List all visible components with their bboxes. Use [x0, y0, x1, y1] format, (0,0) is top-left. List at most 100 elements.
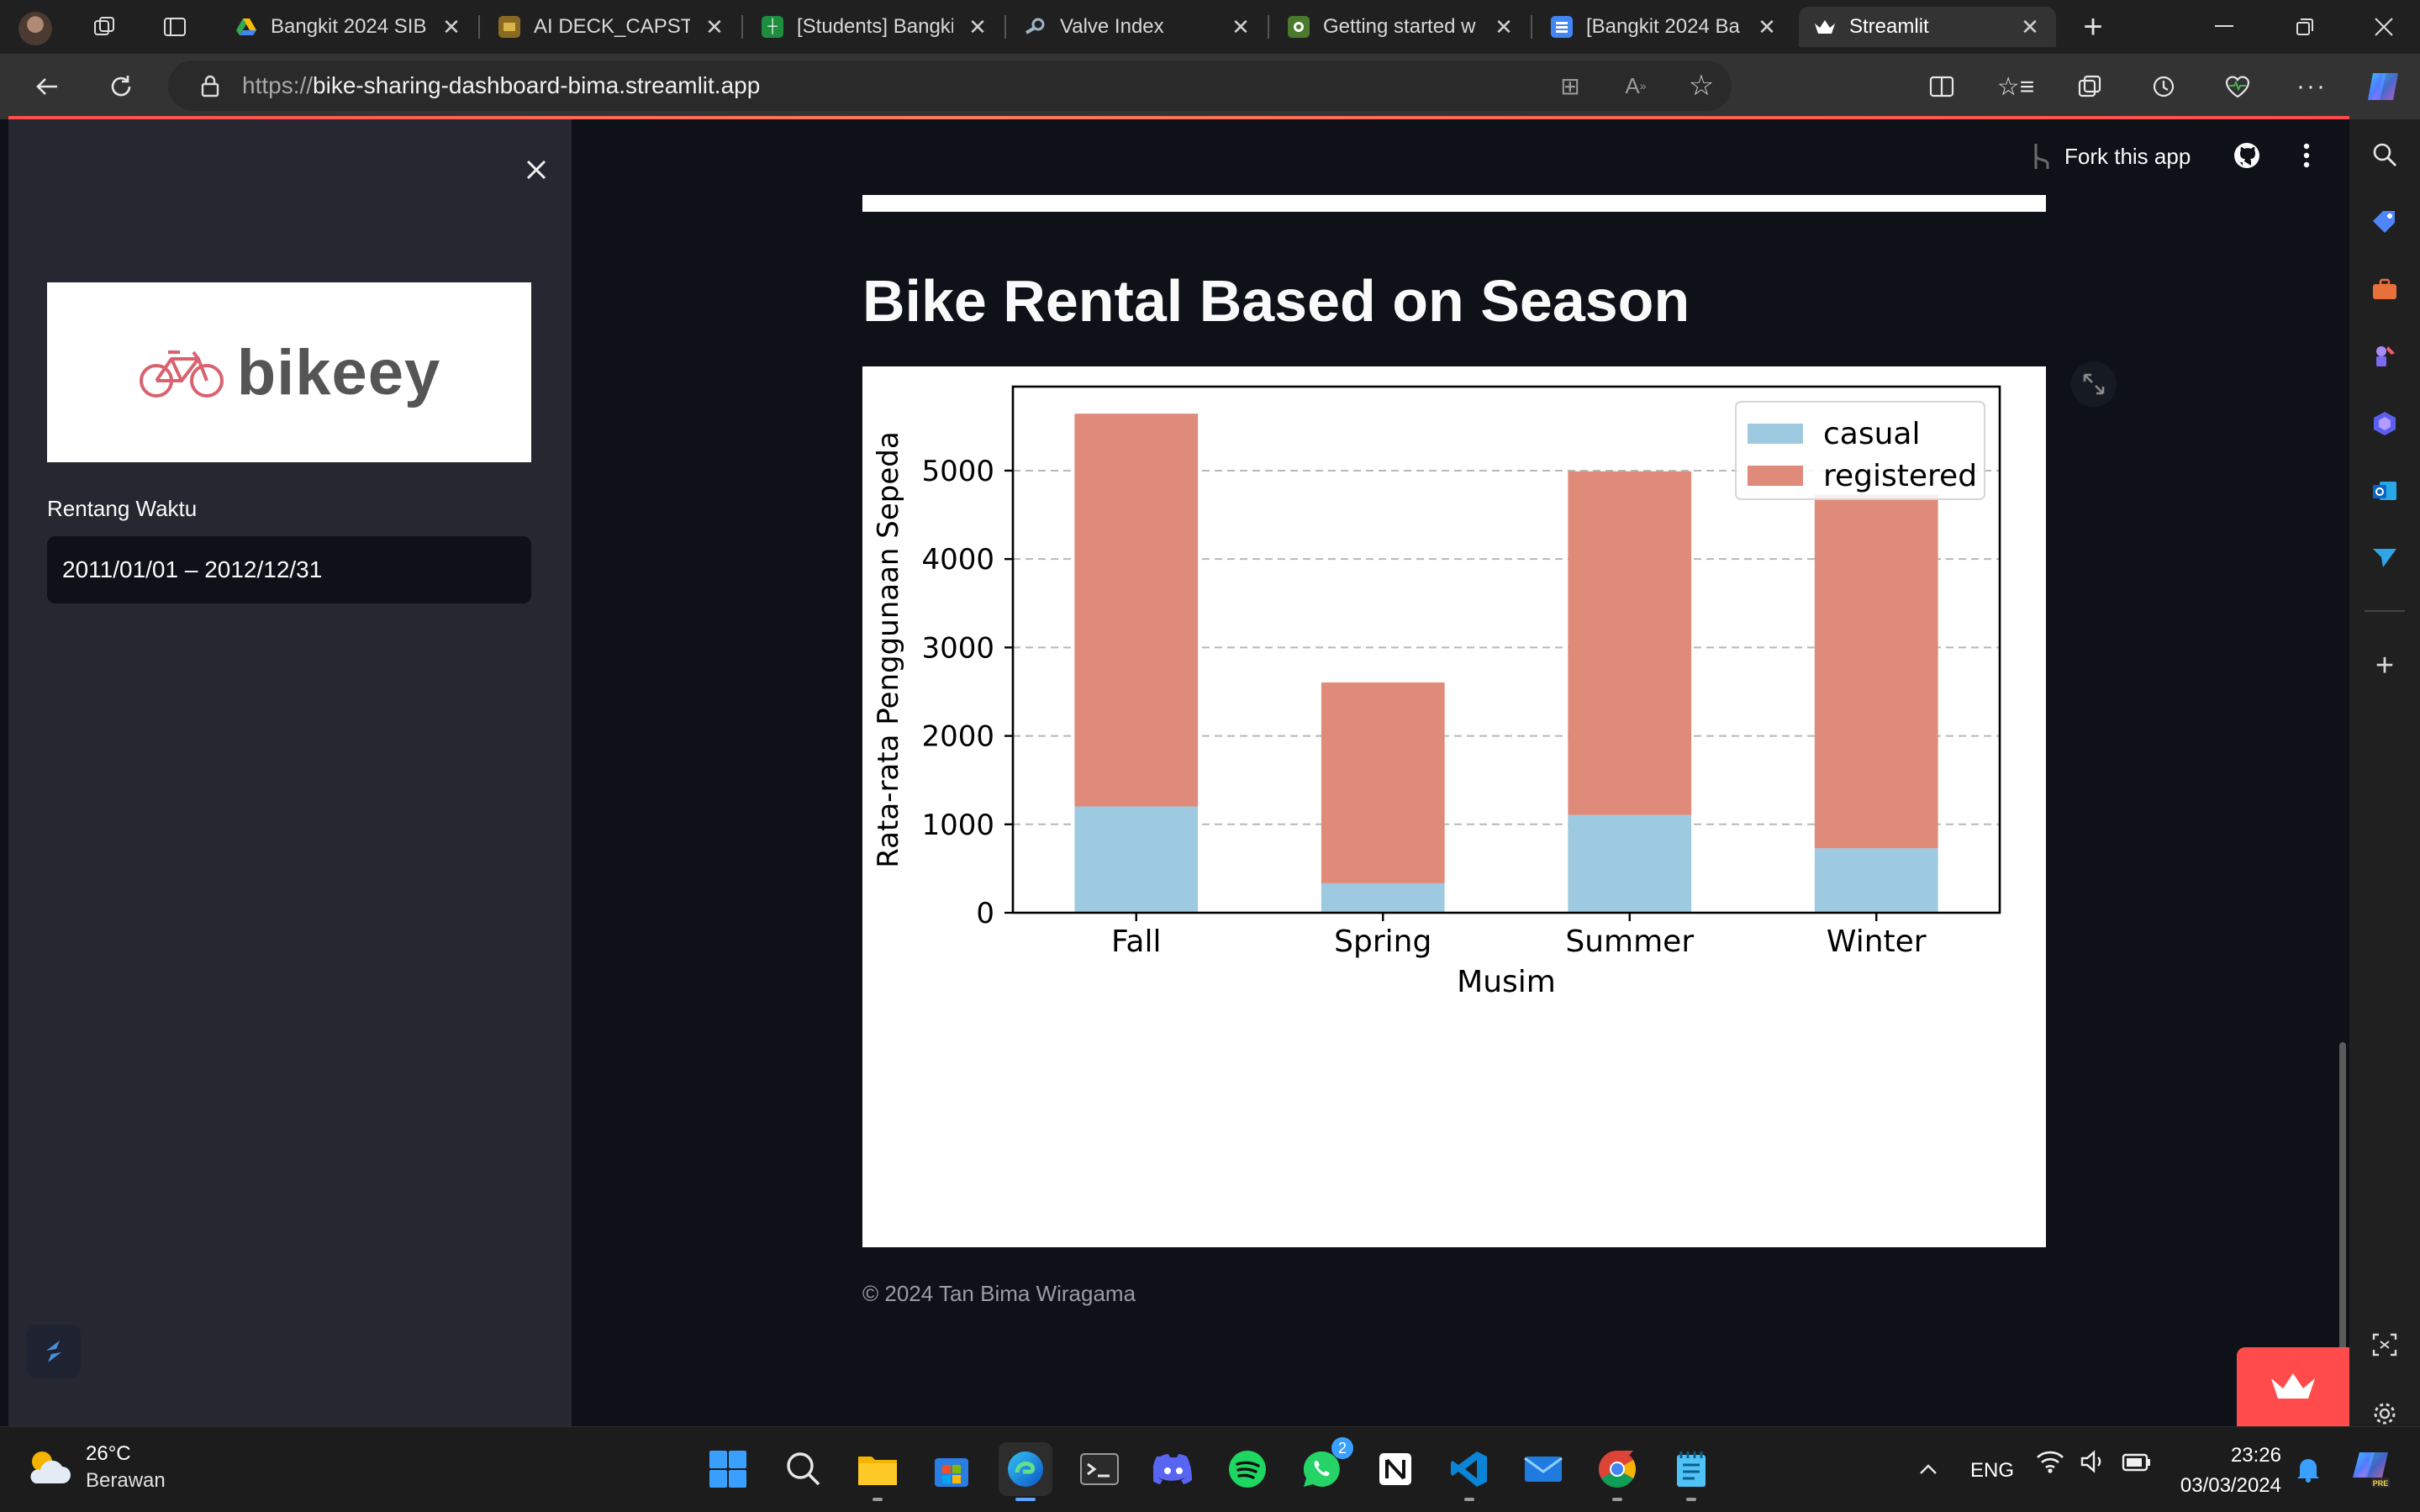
minimize-button[interactable]	[2185, 0, 2263, 54]
close-tab-icon[interactable]: ✕	[2021, 13, 2039, 40]
split-screen-icon[interactable]	[1918, 63, 1965, 110]
address-bar[interactable]: https://bike-sharing-dashboard-bima.stre…	[168, 61, 1732, 111]
streamlit-docs-icon	[1288, 16, 1310, 38]
send-icon[interactable]	[2349, 535, 2420, 582]
copilot-icon[interactable]	[2358, 62, 2408, 111]
whatsapp-icon[interactable]: 2	[1294, 1437, 1353, 1496]
browser-tab[interactable]: Valve Index ✕	[1010, 7, 1267, 47]
browser-tab[interactable]: Bangkit 2024 SIB ✕	[220, 7, 477, 47]
show-hidden-icons[interactable]	[1911, 1451, 1945, 1488]
copilot-preview-icon[interactable]: PRE	[2345, 1446, 2396, 1493]
search-icon[interactable]	[2349, 131, 2420, 178]
system-tray-status[interactable]	[2036, 1449, 2152, 1474]
close-tab-icon[interactable]: ✕	[1495, 13, 1513, 40]
new-tab-button[interactable]: +	[2083, 8, 2103, 45]
read-aloud-icon[interactable]: A»	[1625, 72, 1647, 98]
fork-app-button[interactable]: Fork this app	[2031, 136, 2191, 176]
volume-icon	[2080, 1450, 2101, 1473]
microsoft-store-icon[interactable]	[925, 1442, 978, 1496]
browser-essentials-icon[interactable]	[2214, 63, 2261, 110]
streamlit-badge[interactable]	[2237, 1347, 2349, 1426]
mail-icon[interactable]	[1516, 1442, 1570, 1496]
keyboard-language[interactable]: ENG	[1970, 1459, 2015, 1482]
clock[interactable]: 23:26 03/03/2024	[2169, 1444, 2281, 1498]
screenshot-icon[interactable]	[2349, 1321, 2420, 1368]
start-windows-icon[interactable]	[701, 1442, 755, 1496]
microsoft-365-icon[interactable]	[2349, 400, 2420, 447]
browser-tab[interactable]: [Bangkit 2024 Ba ✕	[1536, 7, 1793, 47]
tab-title: Getting started w	[1323, 15, 1476, 38]
steam-icon	[1025, 16, 1047, 38]
settings-gear-icon[interactable]	[2349, 1390, 2420, 1437]
tab-title: AI DECK_CAPSTONE	[534, 15, 690, 38]
chrome-icon[interactable]	[1590, 1442, 1644, 1501]
scrollbar-thumb[interactable]	[2339, 1042, 2346, 1425]
terminal-icon[interactable]	[1073, 1442, 1126, 1496]
close-tab-icon[interactable]: ✕	[1758, 13, 1776, 40]
axes-frame	[1011, 385, 2001, 914]
collections-icon[interactable]	[2066, 63, 2113, 110]
y-tick-label: 5000	[921, 455, 994, 488]
tab-divider	[478, 15, 480, 39]
docs-icon	[1551, 16, 1573, 38]
close-tab-icon[interactable]: ✕	[968, 13, 987, 40]
refresh-button[interactable]	[98, 63, 145, 110]
edge-browser-icon[interactable]	[999, 1442, 1052, 1501]
notion-icon[interactable]	[1368, 1442, 1422, 1496]
shopping-tag-icon[interactable]	[2349, 198, 2420, 245]
main-menu-icon[interactable]	[2290, 134, 2323, 176]
battery-icon	[2122, 1453, 2150, 1472]
x-tick-label: Fall	[1111, 925, 1161, 959]
legend-swatch-casual	[1748, 424, 1803, 444]
tab-divider	[1268, 15, 1269, 39]
notification-bell-icon[interactable]	[2291, 1452, 2325, 1486]
vscode-icon[interactable]	[1442, 1442, 1496, 1501]
tab-title: [Bangkit 2024 Ba	[1586, 15, 1740, 38]
discord-icon[interactable]	[1147, 1442, 1200, 1496]
sidebar: bikeey Rentang Waktu 2011/01/01 – 2012/1…	[8, 119, 572, 1426]
tab-title: [Students] Bangkit	[797, 15, 953, 38]
browser-tab[interactable]: Getting started w ✕	[1273, 7, 1530, 47]
history-icon[interactable]	[2140, 63, 2187, 110]
streamlit-manage-icon[interactable]	[27, 1325, 81, 1378]
games-chess-icon[interactable]	[2349, 333, 2420, 380]
browser-tab-active[interactable]: Streamlit ✕	[1799, 7, 2056, 47]
more-options-icon[interactable]: ···	[2296, 72, 2327, 100]
profile-avatar[interactable]	[18, 12, 52, 45]
github-icon[interactable]	[2226, 134, 2268, 176]
close-window-button[interactable]	[2345, 0, 2420, 54]
legend-label: registered	[1823, 459, 1977, 493]
clock-time: 23:26	[2230, 1444, 2281, 1467]
chart-card: Fall Spring Summer Winter 0 1000 2000 3000 4000 5…	[862, 366, 2046, 1247]
close-tab-icon[interactable]: ✕	[1231, 13, 1250, 40]
close-tab-icon[interactable]: ✕	[442, 13, 461, 40]
back-button[interactable]	[24, 63, 71, 110]
close-tab-icon[interactable]: ✕	[705, 13, 724, 40]
favorite-star-icon[interactable]: ☆	[1688, 70, 1715, 102]
notepad-icon[interactable]	[1664, 1442, 1718, 1501]
page-load-indicator	[8, 116, 2349, 119]
add-sidebar-app-icon[interactable]: +	[2375, 647, 2395, 683]
weather-widget[interactable]: 26°C Berawan	[24, 1442, 166, 1493]
browser-tab[interactable]: ┼ [Students] Bangkit ✕	[746, 7, 1004, 47]
app-available-icon[interactable]: ⊞	[1560, 72, 1580, 99]
restore-button[interactable]	[2266, 0, 2344, 54]
logo-image: bikeey	[47, 282, 531, 462]
browser-tab[interactable]: AI DECK_CAPSTONE ✕	[483, 7, 741, 47]
outlook-icon[interactable]	[2349, 467, 2420, 514]
tools-briefcase-icon[interactable]	[2349, 266, 2420, 313]
favorites-icon[interactable]: ☆≡	[1996, 72, 2035, 101]
clock-date: 03/03/2024	[2180, 1474, 2281, 1497]
file-explorer-icon[interactable]	[851, 1442, 904, 1501]
taskbar-search-icon[interactable]	[777, 1442, 830, 1496]
fullscreen-expand-icon[interactable]	[2071, 361, 2117, 407]
spotify-icon[interactable]	[1221, 1442, 1274, 1496]
legend-label: casual	[1823, 417, 1921, 451]
bar-registered	[1074, 414, 1199, 807]
tab-actions-icon[interactable]	[155, 8, 195, 45]
lock-icon[interactable]	[198, 73, 222, 98]
edge-sidebar-divider	[2365, 610, 2405, 612]
close-icon[interactable]	[511, 145, 562, 195]
workspaces-icon[interactable]	[84, 8, 124, 45]
date-range-input[interactable]: 2011/01/01 – 2012/12/31	[47, 536, 531, 603]
